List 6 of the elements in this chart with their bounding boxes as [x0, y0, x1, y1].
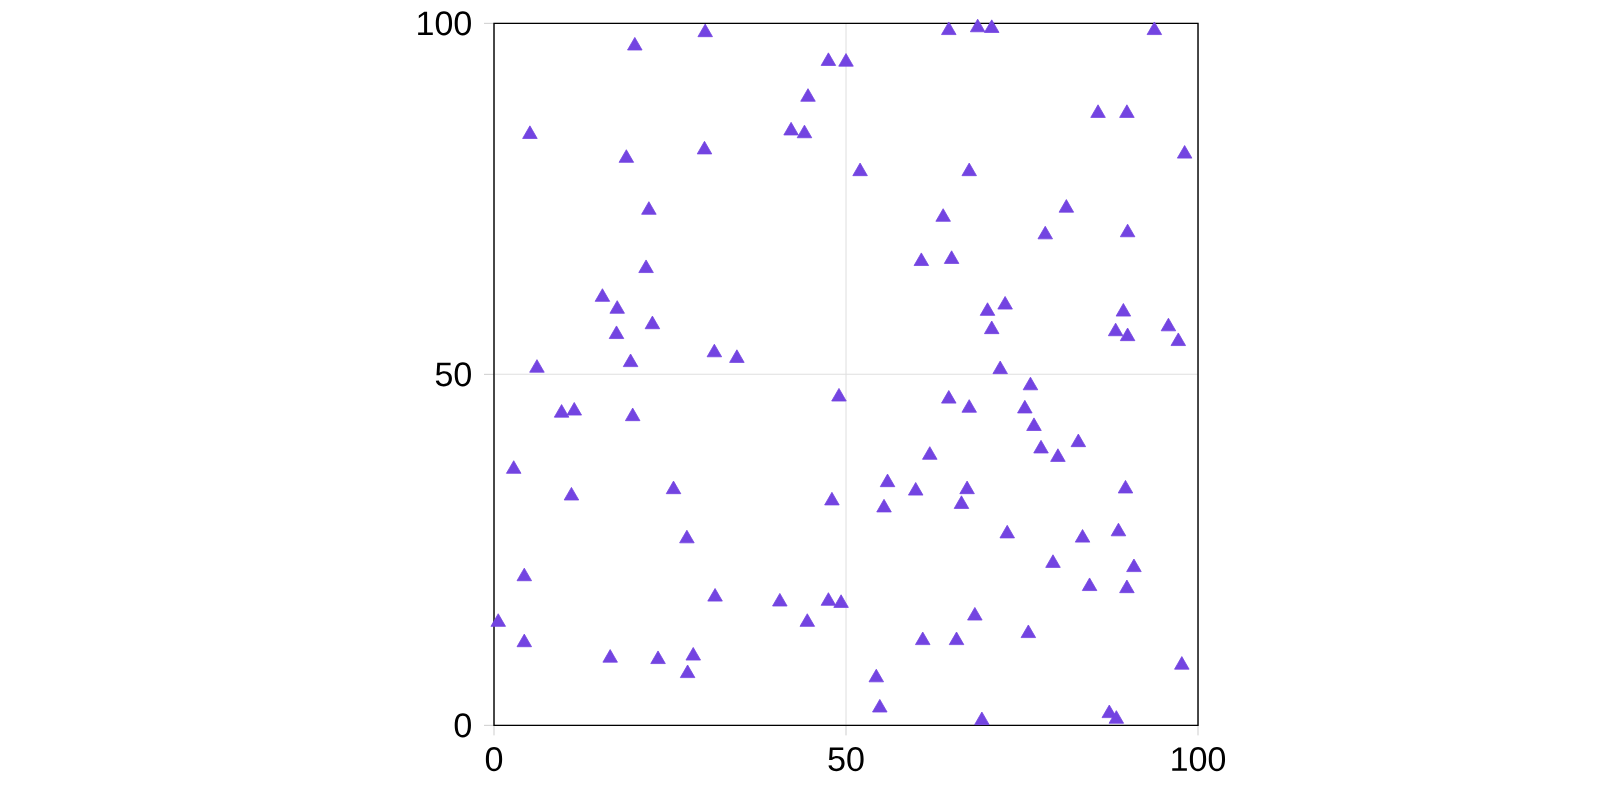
y-tick-label: 50 [435, 362, 471, 387]
y-tick-label: 100 [418, 11, 471, 36]
x-tick-label: 100 [1172, 747, 1226, 772]
x-tick-label: 0 [485, 747, 503, 772]
y-tick-label: 0 [454, 713, 471, 738]
x-tick-label: 50 [828, 747, 864, 772]
